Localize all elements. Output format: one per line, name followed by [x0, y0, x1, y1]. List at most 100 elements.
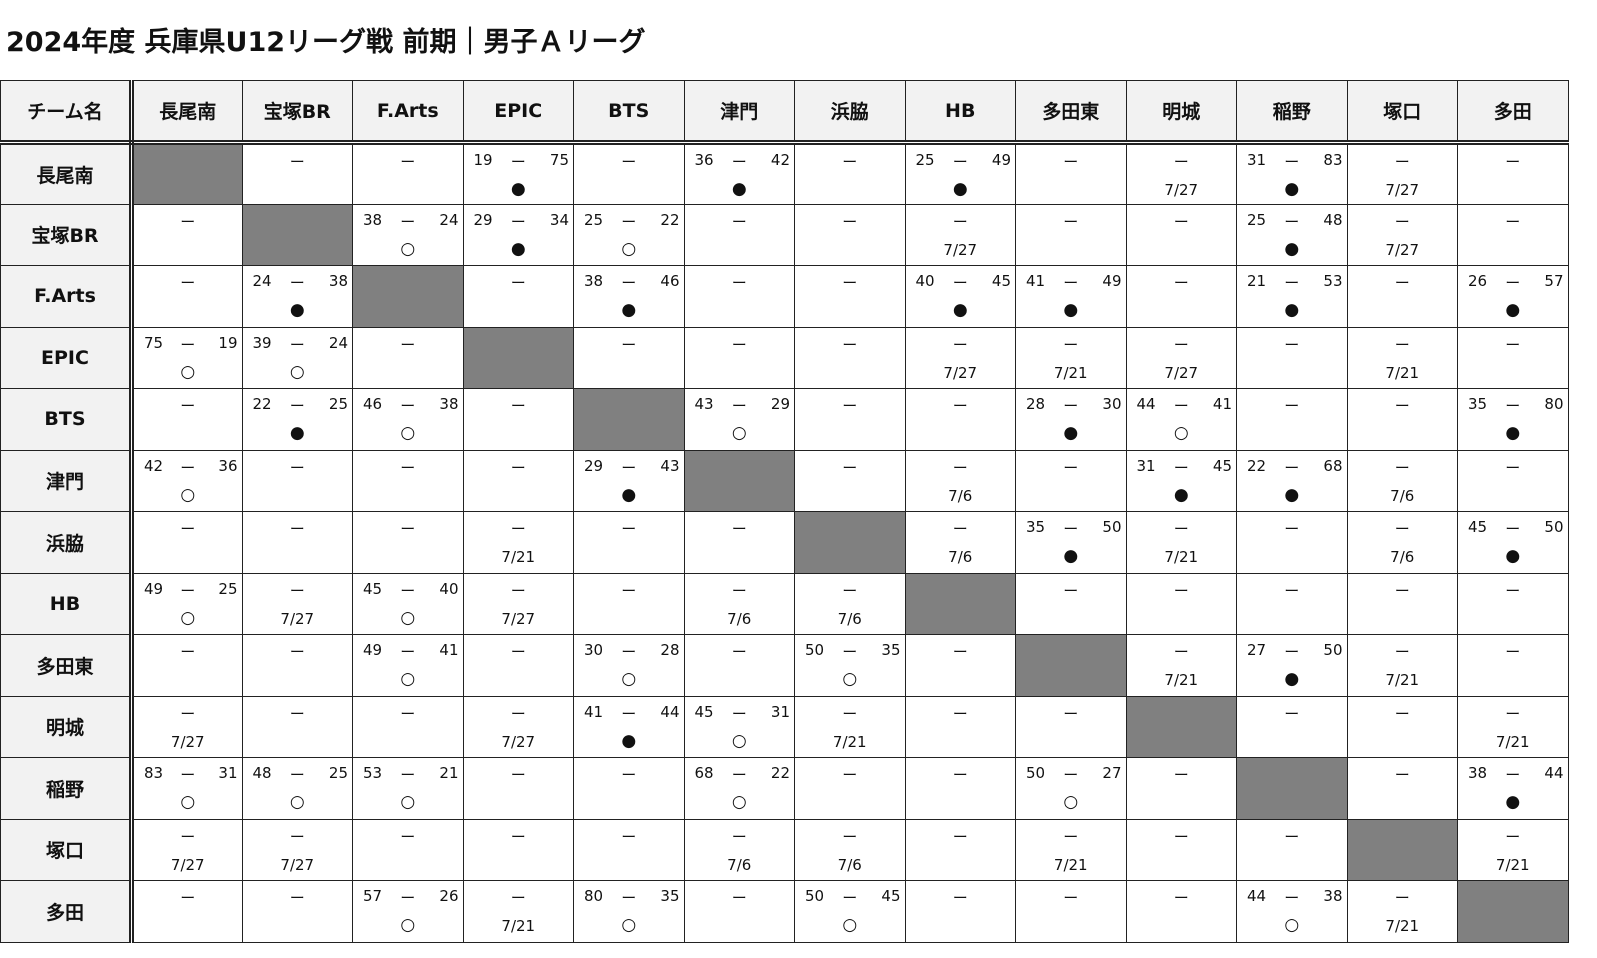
match-cell: ー	[1125, 880, 1237, 943]
match-cell: ー	[1236, 818, 1348, 881]
match-cell: ー 45 50 ●	[1457, 511, 1569, 574]
home-score: 49	[363, 641, 383, 659]
row-header-team: 塚口	[0, 818, 134, 881]
score-separator: ー	[180, 335, 196, 354]
scheduled-date: 7/21	[501, 917, 536, 935]
score-separator: ー	[952, 827, 968, 846]
score-separator: ー	[1284, 889, 1300, 907]
match-cell: ー	[1015, 203, 1127, 266]
win-mark-icon: ○	[400, 238, 416, 259]
scheduled-date: 7/21	[501, 548, 536, 566]
away-score: 42	[770, 151, 790, 169]
loss-mark-icon: ●	[1063, 300, 1079, 320]
match-cell: ー	[1015, 449, 1127, 512]
match-cell: ー 42 36 ○	[131, 449, 243, 512]
match-cell: ー	[683, 326, 795, 389]
scheduled-date: 7/27	[1164, 181, 1199, 199]
score-separator: ー	[510, 766, 526, 784]
row-header-team: 稲野	[0, 757, 134, 820]
home-score: 50	[805, 641, 825, 659]
league-table: チーム名 長尾南 宝塚BR F.Arts EPIC BTS 津門 浜脇 HB 多田東 明城 稲野 塚口…	[0, 80, 1569, 943]
home-score: 27	[1247, 641, 1267, 659]
match-cell: ー	[573, 326, 685, 389]
match-cell: ー	[1125, 757, 1237, 820]
loss-mark-icon: ●	[621, 484, 637, 505]
column-header-team: 長尾南	[131, 80, 243, 145]
page-title: 2024年度 兵庫県U12リーグ戦 前期｜男子Ａリーグ	[6, 27, 646, 58]
match-cell: ー 44 41 ○	[1125, 388, 1237, 451]
match-cell: ー	[683, 265, 795, 328]
score-separator: ー	[400, 153, 416, 171]
away-score: 38	[328, 272, 348, 290]
home-score: 25	[584, 210, 604, 229]
match-cell: ー	[794, 203, 906, 266]
score-separator: ー	[621, 153, 637, 171]
away-score: 68	[1323, 456, 1343, 475]
table-row: 多田東 ー ー ー 49 41 ○ ー ー 30 28 ○ ー ー 50 35 ○ ー ー 7/21 ー 27 50 ● ー 7/…	[0, 634, 1569, 697]
match-cell: ー 35 80 ●	[1457, 388, 1569, 451]
score-separator: ー	[952, 889, 968, 907]
match-cell: ー	[573, 757, 685, 820]
match-cell: ー 46 38 ○	[352, 388, 464, 451]
match-cell: ー 7/6	[794, 818, 906, 881]
score-separator: ー	[1284, 581, 1300, 600]
away-score: 49	[1102, 272, 1122, 290]
match-cell: ー 25 49 ●	[904, 142, 1016, 205]
score-separator: ー	[289, 643, 305, 661]
score-separator: ー	[731, 274, 747, 292]
away-score: 46	[660, 272, 680, 290]
win-mark-icon: ○	[180, 792, 196, 812]
home-score: 45	[363, 579, 383, 598]
away-score: 50	[1544, 518, 1564, 536]
score-separator: ー	[621, 212, 637, 231]
score-separator: ー	[621, 458, 637, 477]
score-separator: ー	[1505, 212, 1521, 231]
match-cell: ー 53 21 ○	[352, 757, 464, 820]
scheduled-date: 7/21	[1053, 855, 1088, 874]
score-separator: ー	[1505, 581, 1521, 600]
home-score: 41	[584, 702, 604, 721]
match-cell: ー	[352, 511, 464, 574]
home-score: 43	[694, 395, 714, 413]
match-cell: ー 38 46 ●	[573, 265, 685, 328]
score-separator: ー	[510, 827, 526, 846]
match-cell: ー	[794, 388, 906, 451]
match-cell: ー 7/6	[683, 572, 795, 635]
loss-mark-icon: ●	[1284, 238, 1300, 259]
match-cell: ー 29 34 ●	[462, 203, 574, 266]
match-cell: ー	[462, 265, 574, 328]
score-separator: ー	[731, 212, 747, 231]
win-mark-icon: ○	[1284, 915, 1300, 935]
match-cell: ー	[904, 388, 1016, 451]
score-separator: ー	[1063, 520, 1079, 538]
score-separator: ー	[1505, 827, 1521, 846]
score-separator: ー	[621, 889, 637, 907]
match-cell: ー	[683, 880, 795, 943]
score-separator: ー	[1063, 766, 1079, 784]
self-match-cell	[683, 449, 795, 512]
match-cell: ー	[462, 388, 574, 451]
win-mark-icon: ○	[1173, 423, 1189, 443]
scheduled-date: 7/6	[1390, 486, 1415, 505]
row-header-team: 多田東	[0, 634, 134, 697]
loss-mark-icon: ●	[952, 300, 968, 320]
win-mark-icon: ○	[731, 792, 747, 812]
match-cell: ー	[1015, 695, 1127, 758]
match-cell: ー	[794, 757, 906, 820]
match-cell: ー	[1457, 634, 1569, 697]
match-cell: ー	[352, 818, 464, 881]
win-mark-icon: ○	[180, 607, 196, 628]
score-separator: ー	[731, 889, 747, 907]
score-separator: ー	[621, 581, 637, 600]
match-cell: ー	[241, 511, 353, 574]
win-mark-icon: ○	[842, 915, 858, 935]
scheduled-date: 7/27	[943, 363, 978, 382]
score-separator: ー	[731, 827, 747, 846]
match-cell: ー 7/21	[1457, 818, 1569, 881]
match-cell: ー	[1015, 142, 1127, 205]
loss-mark-icon: ●	[1284, 669, 1300, 689]
row-header-team: 宝塚BR	[0, 203, 134, 266]
score-separator: ー	[1173, 397, 1189, 415]
column-header-team: 津門	[683, 80, 795, 145]
score-separator: ー	[1505, 397, 1521, 415]
